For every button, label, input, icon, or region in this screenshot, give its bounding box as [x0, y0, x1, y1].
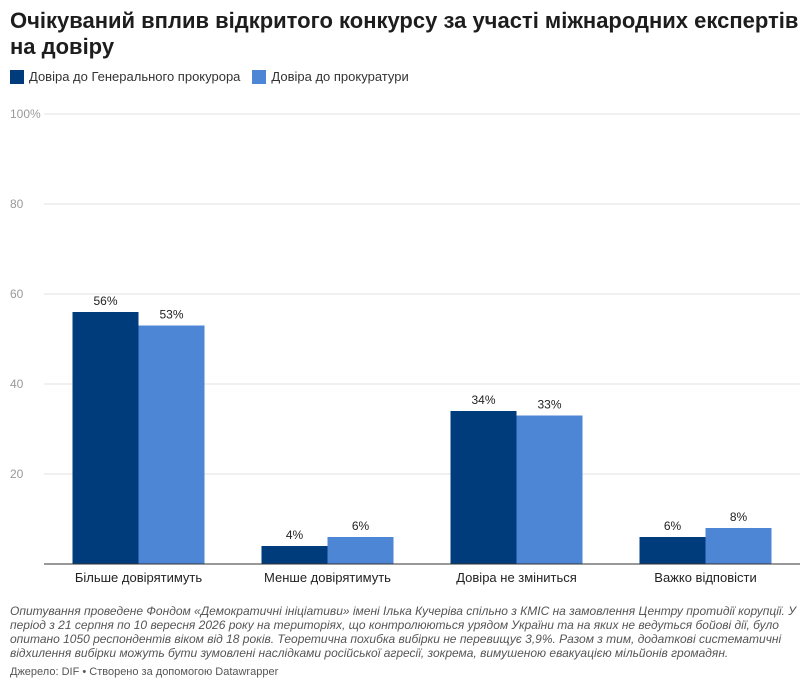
- bar: [450, 411, 517, 564]
- legend-label-series1: Довіра до Генерального прокурора: [29, 69, 241, 84]
- y-tick-label: 20: [10, 467, 24, 481]
- bar: [327, 537, 394, 564]
- x-category-label: Довіра не зміниться: [456, 570, 577, 585]
- bar: [639, 537, 706, 564]
- y-tick-label: 80: [10, 197, 24, 211]
- bar: [138, 325, 205, 564]
- legend-swatch-series2: [252, 69, 267, 84]
- bar-chart: 20 40 60 80 100% 56% 53% Більше довірятимуть 4% 6…: [10, 107, 800, 585]
- legend-swatch-series1: [10, 69, 24, 84]
- bar-value-label: 34%: [471, 393, 495, 407]
- bar: [705, 528, 772, 564]
- legend: Довіра до Генерального прокурора Довіра …: [10, 69, 421, 84]
- chart-notes: Опитування проведене Фондом «Демократичн…: [10, 604, 796, 660]
- bar: [72, 312, 139, 564]
- chart-title: Очікуваний вплив відкритого конкурсу за …: [10, 8, 799, 59]
- bar-value-label: 6%: [664, 519, 682, 533]
- x-category-label: Менше довірятимуть: [264, 570, 391, 585]
- y-tick-label: 40: [10, 377, 24, 391]
- bar-value-label: 6%: [352, 519, 370, 533]
- bar-value-label: 4%: [286, 528, 304, 542]
- bar: [261, 546, 328, 564]
- legend-label-series2: Довіра до прокуратури: [271, 69, 409, 84]
- bar: [516, 415, 583, 564]
- bar-value-label: 56%: [93, 294, 117, 308]
- x-category-label: Більше довірятимуть: [75, 570, 203, 585]
- bar-value-label: 53%: [159, 308, 183, 322]
- y-tick-label: 60: [10, 287, 24, 301]
- chart-source: Джерело: DIF • Створено за допомогою Dat…: [10, 666, 279, 678]
- y-tick-label: 100%: [10, 107, 41, 121]
- legend-item-prosecutor-general: Довіра до Генерального прокурора: [10, 69, 240, 84]
- x-category-label: Важко відповісти: [654, 570, 756, 585]
- bar-value-label: 8%: [730, 510, 748, 524]
- bar-value-label: 33%: [537, 398, 561, 412]
- legend-item-prosecution: Довіра до прокуратури: [252, 69, 409, 84]
